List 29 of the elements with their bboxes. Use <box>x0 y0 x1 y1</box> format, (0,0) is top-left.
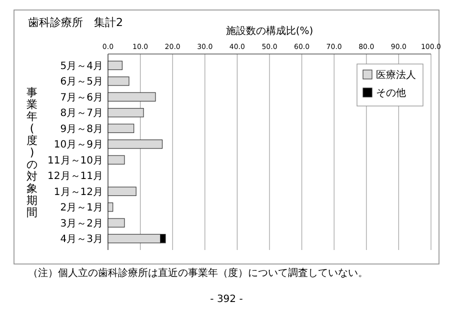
bar <box>108 155 125 164</box>
y-tick-label: 2月～1月 <box>60 202 103 214</box>
x-axis-title: 施設数の構成比(%) <box>226 25 314 37</box>
y-tick-label: 8月～7月 <box>60 108 103 120</box>
y-tick-label: 1月～12月 <box>54 186 103 198</box>
y-tick-label: 10月～9月 <box>54 140 103 151</box>
y-tick-label: 4月～3月 <box>60 234 103 246</box>
bar <box>108 186 136 196</box>
bar <box>108 60 123 70</box>
y-tick-label: 12月～11月 <box>48 171 103 182</box>
y-tick-label: 7月～6月 <box>60 92 103 104</box>
chart-title: 歯科診療所 集計2 <box>28 16 123 29</box>
bar <box>108 202 114 212</box>
text: 事業年(度)の対象期間 <box>26 86 38 219</box>
bar <box>108 76 130 86</box>
bar <box>108 124 134 134</box>
legend-label: その他 <box>376 87 406 99</box>
y-tick-label: 9月～8月 <box>60 124 103 135</box>
bar <box>108 108 144 118</box>
bar <box>108 218 125 228</box>
y-tick-label: 5月～4月 <box>60 60 103 72</box>
text: （注）個人立の歯科診療所は直近の事業年（度）について調査していない。 <box>28 267 368 279</box>
text: - 392 - <box>210 294 244 305</box>
bar <box>108 92 156 102</box>
legend-label: 医療法人 <box>376 69 416 81</box>
y-tick-label: 3月～2月 <box>60 218 103 230</box>
y-tick-label: 6月～5月 <box>60 76 103 88</box>
y-tick-label: 11月～10月 <box>48 155 103 166</box>
bar <box>108 140 163 149</box>
